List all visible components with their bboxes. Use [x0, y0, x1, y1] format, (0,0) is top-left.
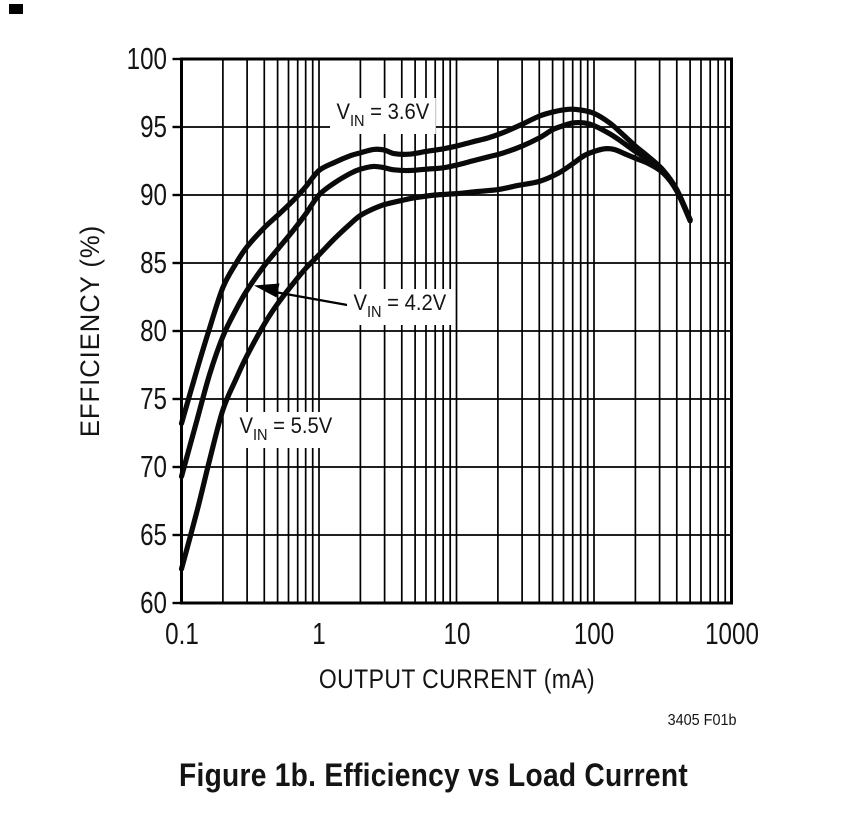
series-label-vin-4v2-sub: IN	[366, 304, 382, 322]
figure-caption: Figure 1b. Efficiency vs Load Current	[179, 757, 688, 793]
series-label-vin-3v6: VIN = 3.6V	[330, 98, 436, 135]
curve-4v2	[178, 119, 693, 480]
grid-lines	[181, 59, 732, 603]
series-label-vin-4v2-prefix: V	[353, 290, 367, 315]
y-axis-title: EFFICIENCY (%)	[75, 224, 105, 438]
vin-4v2-annotation-arrow	[254, 283, 351, 307]
curve-3v6	[178, 106, 693, 427]
y-tick-label-60: 60	[140, 585, 167, 620]
y-tick-label-95: 95	[140, 109, 167, 144]
series-label-vin-5v5: VIN = 5.5V	[233, 412, 339, 449]
x-tick-label-100: 100	[573, 616, 615, 651]
y-tick-label-85: 85	[140, 245, 167, 280]
series-label-vin-5v5-suffix: = 5.5V	[267, 413, 333, 438]
y-tick-label-70: 70	[140, 449, 167, 484]
series-label-vin-5v5-prefix: V	[239, 413, 253, 438]
page-corner-mark	[9, 4, 23, 14]
y-tick-label-100: 100	[126, 41, 167, 76]
series-label-vin-4v2-suffix: = 4.2V	[381, 290, 447, 315]
series-label-vin-3v6-suffix: = 3.6V	[364, 99, 430, 124]
series-label-vin-3v6-sub: IN	[349, 113, 365, 131]
x-tick-label-1000: 1000	[704, 616, 759, 651]
x-tick-label-0.1: 0.1	[164, 616, 199, 651]
series-label-vin-4v2: VIN = 4.2V	[347, 289, 453, 326]
figure-reference-code: 3405 F01b	[668, 712, 737, 729]
y-tick-label-80: 80	[140, 313, 167, 348]
y-tick-label-75: 75	[140, 381, 167, 416]
x-tick-label-1: 1	[312, 616, 326, 651]
series-label-vin-3v6-prefix: V	[336, 99, 350, 124]
y-tick-label-90: 90	[140, 177, 167, 212]
x-tick-label-10: 10	[443, 616, 470, 651]
series-label-vin-5v5-sub: IN	[252, 427, 268, 445]
plot-border	[180, 57, 733, 605]
y-tick-label-65: 65	[140, 517, 167, 552]
x-axis-title: OUTPUT CURRENT (mA)	[318, 664, 596, 694]
data-curves	[178, 106, 693, 572]
curve-5v5	[178, 145, 693, 572]
